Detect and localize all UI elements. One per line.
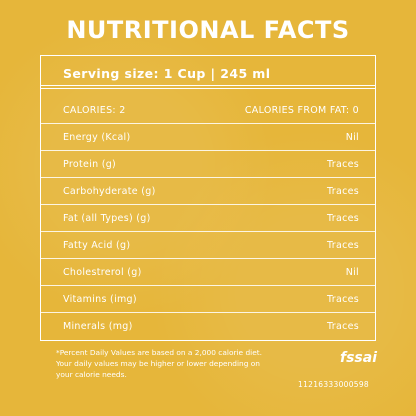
nutrient-row: Cholestrerol (g) Nil: [41, 259, 375, 286]
nutrient-row: Fatty Acid (g) Traces: [41, 232, 375, 259]
nutrient-value: Nil: [345, 132, 359, 143]
footnote-line: Your daily values may be higher or lower…: [56, 359, 260, 368]
footnote: *Percent Daily Values are based on a 2,0…: [56, 347, 262, 380]
title: NUTRITIONAL FACTS: [66, 16, 350, 44]
serving-row: Serving size: 1 Cup | 245 ml: [41, 56, 375, 89]
facts-box: Serving size: 1 Cup | 245 ml CALORIES: 2…: [40, 55, 376, 341]
nutrient-label: Fatty Acid (g): [63, 240, 131, 251]
nutrient-value: Traces: [327, 240, 359, 251]
nutrient-label: Vitamins (img): [63, 294, 137, 305]
footnote-line: your calorie needs.: [56, 370, 127, 379]
nutrient-value: Traces: [327, 294, 359, 305]
nutrient-row: Minerals (mg) Traces: [41, 313, 375, 340]
serving-size: Serving size: 1 Cup | 245 ml: [63, 66, 271, 81]
nutrient-value: Traces: [327, 213, 359, 224]
nutrient-value: Traces: [327, 186, 359, 197]
nutrient-label: Carbohyderate (g): [63, 186, 156, 197]
license-number: 11216333000598: [298, 380, 370, 389]
nutrient-label: Minerals (mg): [63, 321, 133, 332]
nutrient-label: Protein (g): [63, 159, 117, 170]
nutrient-row: Vitamins (img) Traces: [41, 286, 375, 313]
nutrient-row: Carbohyderate (g) Traces: [41, 178, 375, 205]
nutrient-label: Energy (Kcal): [63, 132, 131, 143]
calories: CALORIES: 2: [63, 105, 126, 116]
nutrient-value: Traces: [327, 321, 359, 332]
nutrient-value: Traces: [327, 159, 359, 170]
calories-from-fat: CALORIES FROM FAT: 0: [244, 105, 359, 116]
nutrient-label: Cholestrerol (g): [63, 267, 142, 278]
nutrient-value: Nil: [345, 267, 359, 278]
nutrient-row: Energy (Kcal) Nil: [41, 124, 375, 151]
nutrient-label: Fat (all Types) (g): [63, 213, 151, 224]
nutrient-row: Protein (g) Traces: [41, 151, 375, 178]
calories-row: CALORIES: 2 CALORIES FROM FAT: 0: [41, 97, 375, 124]
nutrient-row: Fat (all Types) (g) Traces: [41, 205, 375, 232]
footnote-line: *Percent Daily Values are based on a 2,0…: [56, 348, 262, 357]
fssai-logo: fssai: [340, 350, 378, 366]
